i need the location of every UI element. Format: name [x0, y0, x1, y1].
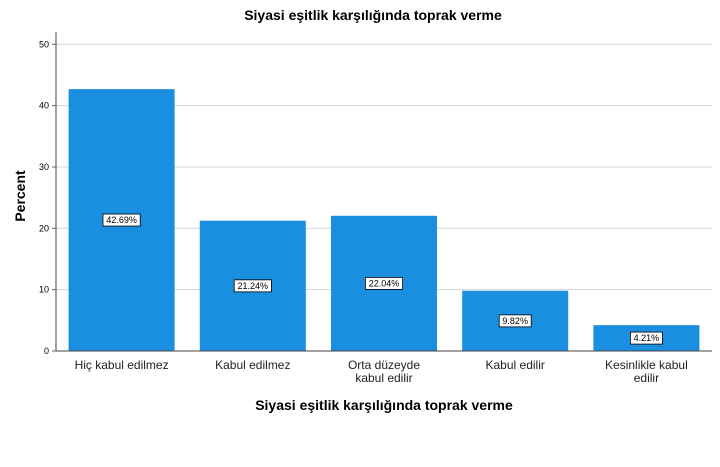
data-label: 9.82%: [502, 316, 528, 326]
y-tick-label: 20: [39, 223, 49, 233]
data-label: 22.04%: [369, 278, 400, 288]
data-label-box: [364, 276, 403, 290]
x-category-label: Orta düzeyde: [348, 358, 420, 372]
x-category-label: Kabul edilir: [486, 358, 545, 372]
data-label-box: [233, 279, 272, 293]
y-tick-labels: 0 10 20 30 40 50: [39, 39, 49, 356]
data-label: 42.69%: [106, 215, 137, 225]
x-category-labels: Hiç kabul edilmez Kabul edilmez Orta düzey…: [75, 358, 688, 385]
x-category-label: edilir: [634, 371, 659, 385]
y-axis-title: Percent: [12, 170, 28, 222]
bars: [68, 89, 700, 351]
x-category-label: kabul edilir: [355, 371, 412, 385]
data-label-box: [630, 331, 663, 345]
y-tick-label: 10: [39, 285, 49, 295]
data-label: 21.24%: [238, 281, 269, 291]
y-tick-label: 40: [39, 101, 49, 111]
axes: [55, 32, 712, 352]
x-category-label: Kesinlikle kabul: [605, 358, 688, 372]
data-label: 4.21%: [634, 333, 660, 343]
y-tick-label: 0: [44, 346, 49, 356]
x-category-label: Kabul edilmez: [215, 358, 290, 372]
chart-title: Siyasi eşitlik karşılığında toprak verme: [244, 7, 502, 23]
x-category-label: Hiç kabul edilmez: [75, 358, 169, 372]
y-tick-label: 50: [39, 39, 49, 49]
data-label-box: [498, 314, 532, 328]
y-tick-label: 30: [39, 162, 49, 172]
data-label-box: [102, 213, 141, 227]
x-axis-title: Siyasi eşitlik karşılığında toprak verme: [255, 397, 513, 413]
data-labels: 42.69% 21.24% 22.04% 9.82% 4.21%: [102, 213, 663, 345]
